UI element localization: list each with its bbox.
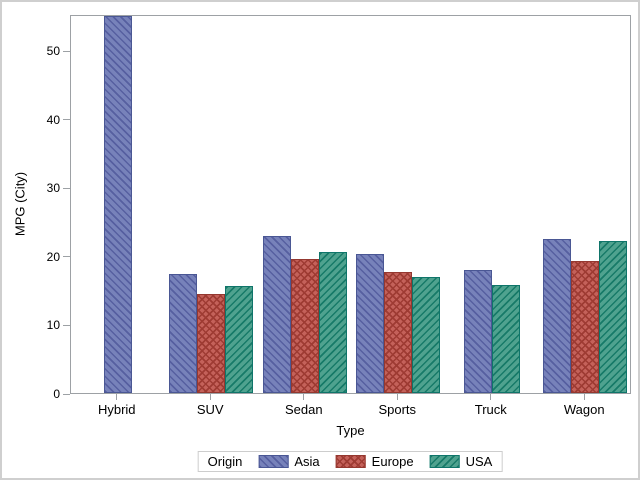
category-label-sedan: Sedan [284,402,323,417]
legend-swatch-usa [429,455,460,468]
legend-label-asia: Asia [294,454,320,469]
category-label-hybrid: Hybrid [97,402,136,417]
bar-usa-wagon [599,240,628,393]
legend-entries: Asia Europe USA [258,454,492,469]
bar-usa-suv [225,286,254,393]
category-label-wagon: Wagon [563,402,605,417]
x-tick-mark [490,394,492,400]
legend-title: Origin [207,454,243,469]
bar-usa-truck [491,284,520,393]
bar-europe-sports [384,272,413,393]
y-tick-label: 10 [46,318,60,333]
bar-asia-suv [169,274,198,393]
y-tick-mark [63,187,70,189]
y-tick-mark [63,324,70,326]
bar-usa-sedan [318,251,347,393]
legend-entry-usa: USA [429,454,493,469]
category-label-suv: SUV [196,402,224,417]
bar-asia-sports [356,253,385,393]
y-tick-mark [63,50,70,52]
y-tick-label: 0 [53,387,60,401]
y-tick-label: 30 [46,181,60,196]
legend-label-europe: Europe [371,454,414,469]
legend-entry-asia: Asia [258,454,320,469]
bar-asia-sedan [262,235,291,393]
bar-asia-hybrid [103,15,132,393]
x-tick-mark [209,394,211,400]
x-tick-mark [396,394,398,400]
y-tick-mark [63,393,70,395]
bar-europe-suv [197,293,226,393]
y-tick-mark [63,256,70,258]
legend: Origin Asia Europe USA [197,451,503,472]
bar-europe-wagon [571,260,600,393]
x-tick-mark [116,394,118,400]
plot-area [70,15,631,394]
legend-entry-europe: Europe [335,454,414,469]
bar-usa-sports [412,277,441,393]
x-tick-mark [583,394,585,400]
x-axis-title: Type [336,423,365,438]
legend-swatch-asia [258,455,289,468]
bar-asia-wagon [543,239,572,393]
category-label-sports: Sports [378,402,417,417]
legend-label-usa: USA [465,454,493,469]
y-tick-label: 40 [46,112,60,127]
category-label-truck: Truck [474,402,507,417]
y-tick-label: 50 [46,44,60,58]
legend-swatch-europe [335,455,366,468]
y-tick-label: 20 [46,249,60,264]
y-tick-mark [63,119,70,121]
bar-europe-sedan [290,259,319,393]
bar-asia-truck [463,270,492,393]
x-tick-mark [303,394,305,400]
